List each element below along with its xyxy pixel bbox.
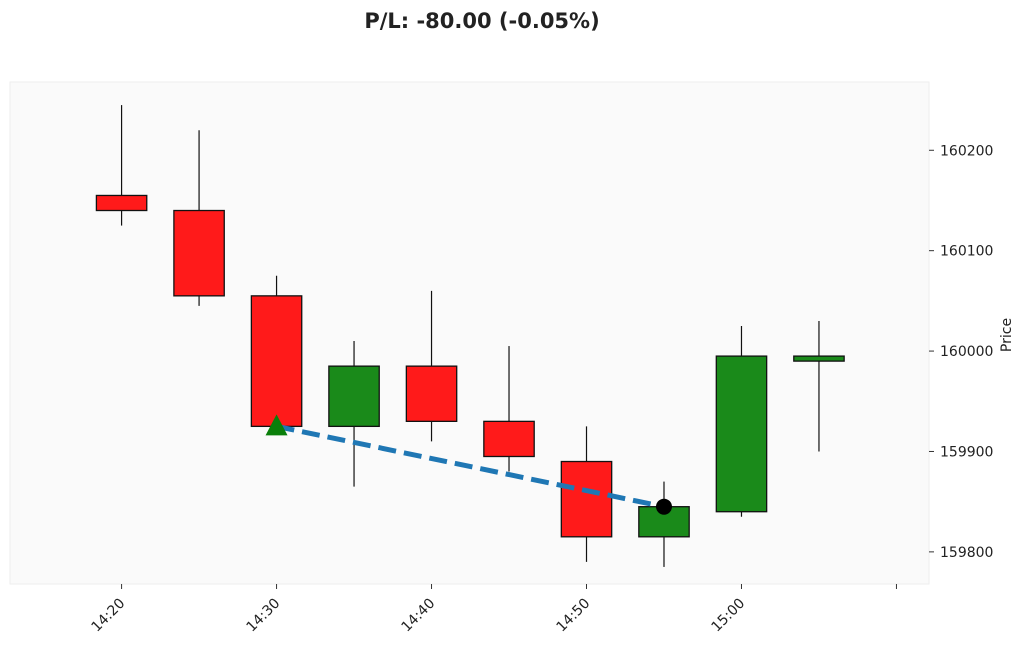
y-tick-label: 160100	[940, 244, 993, 260]
candle-body-down	[250, 295, 303, 428]
y-axis-label: Price	[999, 318, 1015, 352]
candle-body-down	[95, 194, 148, 212]
candle-1440	[405, 290, 458, 442]
y-tick-label: 160000	[940, 344, 993, 360]
candle-body-up	[328, 365, 380, 428]
x-tick-label: 14:20	[89, 596, 129, 636]
x-tick-label: 15:00	[708, 596, 748, 636]
candle-1420	[95, 105, 148, 226]
entry-marker-triangle-icon	[265, 414, 288, 436]
exit-marker-circle-icon	[655, 498, 672, 515]
candle-1445	[483, 346, 535, 472]
trade-line	[276, 423, 665, 510]
candle-body-up	[793, 355, 845, 362]
y-tick-label: 160200	[940, 143, 993, 159]
x-tick-label: 14:50	[553, 596, 593, 636]
candle-1425	[173, 130, 225, 306]
trade-layer	[265, 414, 672, 515]
candles-layer	[95, 105, 845, 567]
candle-body-up	[715, 355, 768, 513]
candle-1435	[328, 341, 380, 487]
candle-1450	[560, 426, 613, 562]
chart-title: P/L: -80.00 (-0.05%)	[364, 9, 599, 33]
candle-1430	[250, 275, 303, 428]
candle-body-down	[405, 365, 458, 423]
plot-area	[9, 81, 930, 585]
y-tick-label: 159900	[940, 444, 993, 460]
candle-body-down	[173, 209, 225, 297]
y-tick-label: 159800	[940, 545, 993, 561]
candle-1500	[715, 325, 768, 517]
candle-body-down	[483, 420, 535, 458]
candle-body-down	[560, 460, 613, 538]
x-tick-label: 14:40	[399, 596, 439, 636]
candle-1505	[793, 320, 845, 452]
x-tick-label: 14:30	[244, 596, 284, 636]
